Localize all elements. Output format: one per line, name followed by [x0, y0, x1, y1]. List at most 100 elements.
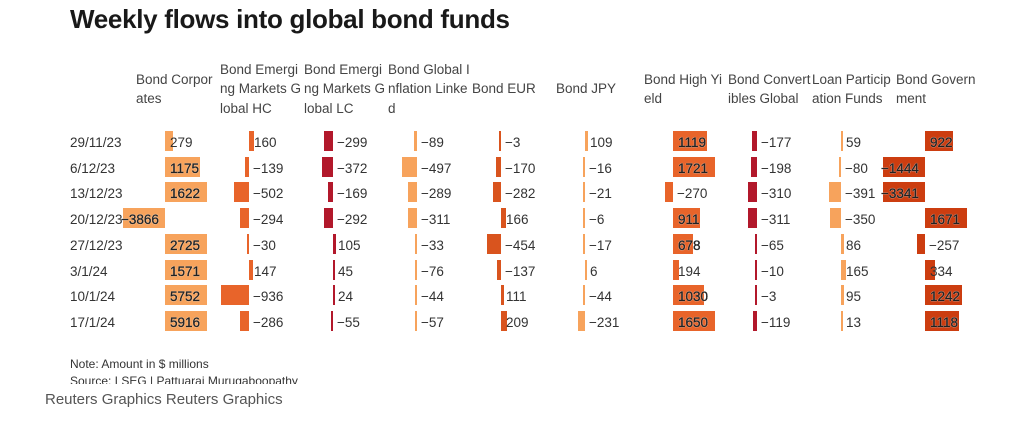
flow-value-label: −89: [421, 135, 444, 150]
flow-value-label: −3: [761, 289, 777, 305]
flow-bar: [221, 285, 249, 306]
flow-bar: [883, 156, 925, 177]
flow-value-label: −170: [505, 160, 536, 176]
flow-bar: [333, 259, 335, 280]
flow-bar: [841, 131, 843, 151]
flow-bar: [333, 233, 336, 254]
flow-bar: [673, 131, 707, 151]
row-date: 20/12/23: [70, 212, 123, 228]
flow-bar: [165, 259, 207, 280]
flow-value-label: −292: [337, 212, 368, 228]
flow-bar: [165, 182, 207, 203]
flow-bar: [585, 131, 588, 151]
flow-value-label: 1671: [930, 212, 961, 228]
flow-bar: [414, 131, 417, 151]
flow-bar: [883, 182, 925, 203]
flow-value-label: −1444: [881, 160, 919, 176]
flow-value-label: −65: [761, 237, 784, 253]
flow-value-label: −936: [253, 289, 284, 305]
flow-value-label: −119: [761, 314, 791, 330]
graphics-credit: Reuters Graphics Reuters Graphics: [45, 391, 283, 408]
flow-value-label: 678: [678, 237, 701, 253]
flow-value-label: 160: [254, 135, 277, 150]
flow-bar: [585, 259, 587, 280]
flow-value-label: 95: [846, 289, 862, 305]
flow-value-label: −502: [253, 186, 284, 202]
flows-table: Bond Corporates Bond Emerging Markets Glo…: [70, 62, 976, 331]
flow-bar: [583, 208, 585, 229]
column-header: Bond EUR: [472, 81, 536, 97]
column-header: Bond High Yield: [644, 71, 723, 107]
flow-bar: [333, 285, 335, 306]
flow-value-label: −177: [761, 135, 792, 150]
flow-value-label: 86: [846, 237, 862, 253]
column-header: Bond Convertibles Global: [728, 71, 811, 107]
flow-value-label: −372: [337, 160, 368, 176]
flow-value-label: 334: [930, 263, 953, 279]
flow-bar: [578, 310, 585, 331]
flow-bar: [123, 208, 165, 229]
flow-value-label: −497: [421, 160, 452, 176]
flow-bar: [245, 156, 249, 177]
flow-bar: [841, 285, 844, 306]
flow-value-label: 279: [170, 135, 193, 150]
flow-value-label: 1118: [930, 314, 959, 330]
chart-source-clip: Source: LSEG | Pattuaraj Murugaboopathy: [70, 374, 470, 384]
flow-bar: [493, 182, 501, 203]
flow-bar: [249, 131, 254, 151]
flow-value-label: 147: [254, 263, 277, 279]
flow-bar: [165, 310, 207, 331]
flow-bar: [501, 208, 506, 229]
flow-value-label: −44: [589, 289, 612, 305]
flow-bar: [755, 233, 757, 254]
flow-value-label: −311: [421, 212, 451, 228]
flow-value-label: −391: [845, 186, 876, 202]
flow-value-label: −21: [589, 186, 612, 202]
flow-value-label: 5752: [170, 289, 201, 305]
flow-bar: [925, 259, 935, 280]
flow-bar: [408, 208, 417, 229]
row-date: 27/12/23: [70, 237, 123, 253]
flow-bar: [673, 285, 704, 306]
flow-bar: [234, 182, 249, 203]
flow-bar: [165, 156, 200, 177]
flow-bar: [328, 182, 333, 203]
row-date: 6/12/23: [70, 160, 116, 176]
flow-bar: [583, 156, 585, 177]
flow-value-label: 1571: [170, 263, 201, 279]
flow-value-label: −137: [505, 263, 536, 279]
flow-bar: [415, 259, 417, 280]
flow-bar: [748, 182, 757, 203]
flow-value-label: −139: [253, 160, 284, 176]
flow-bar: [841, 310, 843, 331]
column-header: Bond JPY: [556, 81, 617, 97]
flow-value-label: −6: [589, 212, 605, 228]
flow-value-label: 194: [678, 263, 701, 279]
flow-bar: [165, 285, 207, 306]
flow-value-label: −17: [589, 237, 612, 253]
flow-value-label: −80: [845, 160, 868, 176]
column-header: Bond Government: [896, 71, 976, 107]
flow-bar: [755, 285, 757, 306]
flow-bar: [830, 208, 841, 229]
flow-value-label: −310: [761, 186, 792, 202]
flow-value-label: −16: [589, 160, 612, 176]
flow-value-label: −299: [337, 135, 368, 150]
flow-bar: [415, 285, 417, 306]
flow-bar: [583, 182, 585, 203]
flow-bar: [583, 285, 585, 306]
flow-value-label: 6: [590, 263, 598, 279]
flow-bar: [753, 310, 757, 331]
flow-value-label: 105: [338, 237, 361, 253]
flow-value-label: 1175: [170, 160, 200, 176]
flow-value-label: 1622: [170, 186, 201, 202]
flow-bar: [829, 182, 841, 203]
flow-bar: [247, 233, 249, 254]
flow-value-label: 911: [678, 212, 700, 228]
flow-value-label: −30: [253, 237, 276, 253]
chart-title: Weekly flows into global bond funds: [70, 4, 510, 34]
column-header: Bond Corporates: [136, 71, 213, 107]
flow-value-label: −289: [421, 186, 452, 202]
flow-bar: [925, 310, 959, 331]
flow-bar: [497, 259, 501, 280]
